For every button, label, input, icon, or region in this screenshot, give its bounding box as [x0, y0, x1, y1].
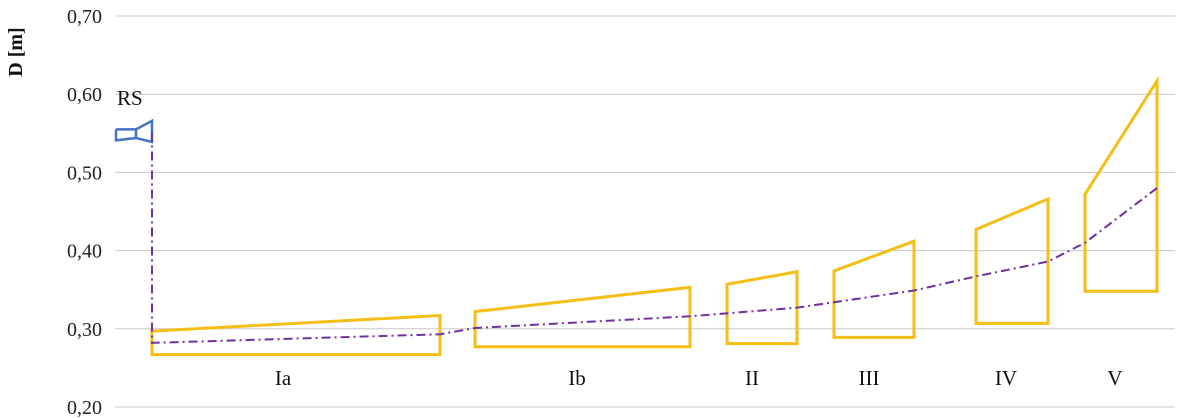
zone-ib-trapezoid: [473, 285, 692, 349]
zone-label: V: [1107, 366, 1122, 390]
y-axis-title: D [m]: [5, 27, 27, 76]
rs-shape: [114, 118, 154, 144]
y-tick-label: 0,40: [67, 241, 102, 263]
zone-label: Ia: [275, 366, 292, 390]
y-tick-label: 0,20: [67, 397, 102, 418]
zone-v-trapezoid: [1083, 75, 1159, 293]
rs-label: RS: [117, 86, 143, 110]
zones: [150, 75, 1159, 357]
zone-label: Ib: [568, 366, 586, 390]
zone-label: IV: [995, 366, 1017, 390]
zone-label: II: [745, 366, 759, 390]
zone-label: III: [859, 366, 880, 390]
y-tick-label: 0,30: [67, 319, 102, 341]
rs-group: RS: [114, 86, 154, 144]
trend-line: [151, 132, 1158, 344]
y-tick-label: 0,50: [67, 162, 102, 184]
gridlines: [115, 15, 1175, 408]
zone-ii-trapezoid: [725, 269, 799, 346]
zone-ia-trapezoid: [150, 313, 442, 357]
y-axis-ticks: 0,20 0,30 0,40 0,50 0,60 0,70: [67, 6, 102, 418]
y-tick-label: 0,70: [67, 6, 102, 28]
zone-labels: Ia Ib II III IV V: [275, 366, 1123, 390]
zone-iv-trapezoid: [974, 196, 1050, 325]
trend-line-group: [151, 132, 1158, 344]
zone-iii-trapezoid: [832, 239, 916, 339]
y-tick-label: 0,60: [67, 84, 102, 106]
